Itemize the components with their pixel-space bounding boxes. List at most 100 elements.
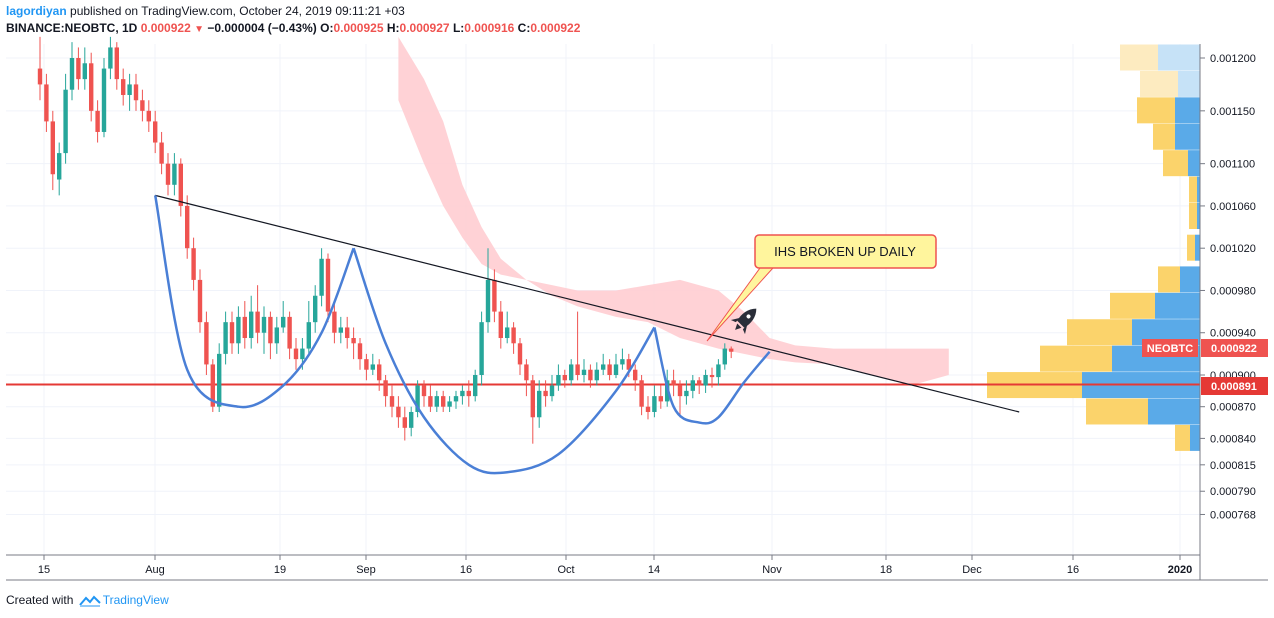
cloud-area — [398, 36, 949, 386]
candle-body — [569, 364, 574, 381]
tradingview-link[interactable]: TradingView — [102, 593, 169, 607]
candle-body — [313, 295, 318, 323]
open-label: O: — [320, 21, 334, 35]
candle-body — [345, 327, 350, 339]
vp-bar-blue — [1178, 70, 1200, 97]
candle-body — [204, 322, 209, 365]
y-tick-label: 0.000980 — [1210, 285, 1256, 297]
candle-body — [690, 380, 695, 391]
author-name[interactable]: lagordiyan — [6, 4, 67, 18]
candle-body — [658, 396, 663, 402]
candle-body — [652, 396, 657, 412]
candle-body — [370, 364, 375, 370]
candle-body — [383, 380, 388, 397]
vp-bar-blue — [1197, 176, 1200, 203]
close-value: 0.000922 — [530, 21, 581, 35]
last-price-tag: 0.000922 — [1211, 343, 1257, 355]
candle-body — [191, 248, 196, 280]
candle-body — [562, 375, 567, 381]
candle-body — [530, 380, 535, 418]
vp-bar-yellow — [1040, 345, 1112, 372]
x-tick-label: 19 — [274, 564, 286, 576]
y-tick-label: 0.001100 — [1210, 159, 1255, 171]
candle-body — [319, 258, 324, 296]
candle-body — [95, 110, 100, 132]
price-axis[interactable]: 0.001200 0.001150 0.001100 0.001060 0.001020… — [1200, 53, 1256, 521]
x-tick-label: 16 — [1067, 564, 1079, 576]
ihs-pattern[interactable] — [153, 195, 771, 475]
close-label: C: — [517, 21, 531, 35]
down-arrow-icon: ▼ — [194, 24, 204, 35]
ichimoku-cloud — [398, 36, 949, 386]
candle-body — [332, 311, 337, 333]
candle-body — [415, 385, 420, 412]
candle-body — [197, 279, 203, 323]
candle-body — [300, 348, 305, 360]
y-tick-label: 0.000940 — [1210, 328, 1256, 340]
candle-body — [242, 316, 247, 339]
trendline[interactable] — [155, 194, 1020, 413]
candle-body — [396, 406, 401, 418]
vp-bar-yellow — [1175, 424, 1190, 451]
footer: Created with TradingView — [6, 593, 169, 607]
candle-body — [133, 84, 139, 101]
published-text: published on TradingView.com, October 24… — [70, 4, 405, 18]
symbol-label: BINANCE:NEOBTC, 1D — [6, 21, 138, 35]
candle-body — [89, 63, 94, 111]
candle-body — [185, 205, 190, 249]
y-tick-label: 0.001150 — [1210, 106, 1255, 118]
candle-body — [441, 396, 446, 407]
candle-body — [229, 322, 235, 344]
candle-body — [633, 369, 638, 381]
vp-bar-yellow — [1189, 203, 1197, 229]
candle-body — [524, 364, 529, 381]
candle-body — [684, 390, 689, 397]
x-tick-label: Dec — [962, 564, 982, 576]
candle-body — [37, 68, 43, 85]
candle-body — [114, 47, 119, 80]
time-axis[interactable]: 15 Aug 19 Sep 16 Oct 14 Nov 18 Dec 16 2020 — [38, 555, 1192, 576]
candle-body — [511, 327, 516, 344]
high-value: 0.000927 — [399, 21, 450, 35]
volume-profile — [987, 44, 1200, 451]
y-tick-label: 0.001020 — [1210, 243, 1256, 255]
candle-body — [82, 63, 87, 80]
created-with-label: Created with — [6, 593, 74, 607]
candle-body — [556, 375, 561, 386]
ihs-curve — [352, 247, 656, 475]
candle-body — [50, 121, 55, 175]
candle-body — [364, 359, 369, 370]
candlesticks — [37, 36, 734, 444]
axes — [6, 44, 1268, 581]
x-tick-label: Aug — [145, 564, 165, 576]
candle-body — [485, 279, 491, 323]
callout[interactable]: IHS BROKEN UP DAILY — [706, 234, 937, 342]
candle-body — [620, 359, 625, 365]
vp-bar-yellow — [1189, 176, 1197, 203]
callout-box — [754, 234, 937, 269]
candle-body — [236, 316, 241, 344]
y-tick-label: 0.000790 — [1210, 486, 1256, 498]
candle-body — [178, 163, 183, 206]
candle-body — [223, 322, 228, 354]
candle-body — [729, 348, 734, 352]
candle-body — [377, 364, 382, 381]
vp-bar-yellow — [1140, 70, 1178, 97]
candle-body — [210, 364, 215, 407]
candle-body — [249, 311, 254, 339]
candle-body — [428, 396, 433, 407]
last-price: 0.000922 — [140, 21, 191, 35]
candle-body — [140, 100, 145, 111]
candle-body — [306, 322, 311, 349]
candle-body — [594, 369, 599, 381]
y-tick-label: 0.001060 — [1210, 201, 1256, 213]
candle-body — [57, 153, 62, 180]
publish-info: lagordiyan published on TradingView.com,… — [6, 4, 405, 18]
candle-body — [543, 390, 548, 397]
candle-body — [671, 380, 676, 386]
price-tags: NEOBTC 0.000922 0.000891 — [1142, 339, 1268, 395]
candle-body — [108, 47, 113, 69]
candle-body — [575, 364, 580, 375]
candle-body — [703, 375, 708, 386]
